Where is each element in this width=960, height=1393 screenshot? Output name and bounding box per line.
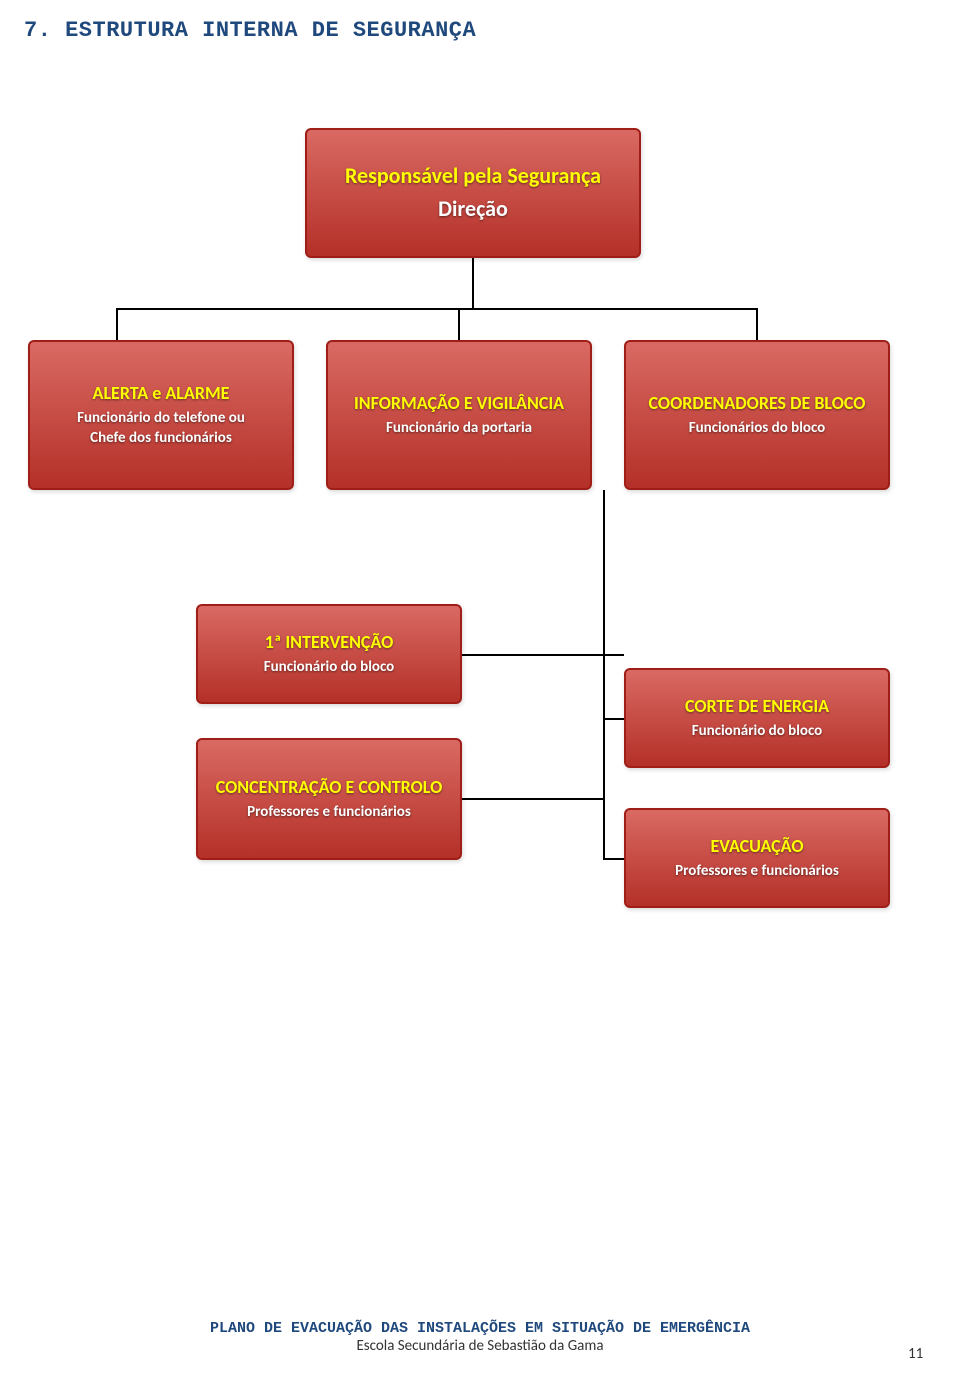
node-title: COORDENADORES DE BLOCO	[649, 392, 866, 415]
org-node-rB: EVACUAÇÃO Professores e funcionários	[624, 808, 890, 908]
page-number: 11	[908, 1345, 923, 1363]
node-subtitle: Funcionário do bloco	[692, 722, 823, 742]
connector-line	[603, 718, 624, 720]
node-subtitle: Direção	[438, 195, 508, 224]
node-inner: Responsável pela Segurança Direção	[307, 130, 639, 256]
node-inner: ALERTA e ALARME Funcionário do telefone o…	[30, 342, 292, 488]
node-inner: 1ª INTERVENÇÃO Funcionário do bloco	[198, 606, 460, 702]
node-subtitle: Professores e funcionários	[247, 803, 411, 823]
connector-line	[462, 654, 603, 656]
node-inner: EVACUAÇÃO Professores e funcionários	[626, 810, 888, 906]
org-node-l1: 1ª INTERVENÇÃO Funcionário do bloco	[196, 604, 462, 704]
node-subtitle: Funcionários do bloco	[689, 419, 826, 439]
footer: PLANO DE EVACUAÇÃO DAS INSTALAÇÕES EM SI…	[0, 1320, 960, 1355]
footer-line2: Escola Secundária de Sebastião da Gama	[0, 1337, 960, 1355]
connector-line	[462, 798, 605, 800]
connector-line	[116, 308, 756, 310]
node-title: ALERTA e ALARME	[93, 382, 230, 405]
node-subtitle: Funcionário do telefone ouChefe dos func…	[77, 409, 245, 448]
connector-line	[458, 308, 460, 340]
node-inner: INFORMAÇÃO E VIGILÂNCIA Funcionário da po…	[328, 342, 590, 488]
node-inner: CONCENTRAÇÃO E CONTROLO Professores e fun…	[198, 740, 460, 858]
node-title: CONCENTRAÇÃO E CONTROLO	[216, 776, 443, 799]
org-node-r1b: INFORMAÇÃO E VIGILÂNCIA Funcionário da po…	[326, 340, 592, 490]
node-inner: COORDENADORES DE BLOCO Funcionários do bl…	[626, 342, 888, 488]
connector-line	[603, 654, 624, 656]
org-node-r1c: COORDENADORES DE BLOCO Funcionários do bl…	[624, 340, 890, 490]
node-subtitle: Funcionário da portaria	[386, 419, 532, 439]
node-subtitle: Professores e funcionários	[675, 862, 839, 882]
connector-line	[116, 308, 118, 340]
node-subtitle: Funcionário do bloco	[264, 658, 395, 678]
node-inner: CORTE DE ENERGIA Funcionário do bloco	[626, 670, 888, 766]
org-node-root: Responsável pela Segurança Direção	[305, 128, 641, 258]
org-node-l2: CONCENTRAÇÃO E CONTROLO Professores e fun…	[196, 738, 462, 860]
node-title: INFORMAÇÃO E VIGILÂNCIA	[354, 392, 564, 415]
node-title: CORTE DE ENERGIA	[685, 695, 829, 718]
connector-line	[603, 858, 624, 860]
connector-line	[472, 258, 474, 308]
org-node-r1a: ALERTA e ALARME Funcionário do telefone o…	[28, 340, 294, 490]
connector-line	[756, 308, 758, 340]
page-title: 7. ESTRUTURA INTERNA DE SEGURANÇA	[24, 18, 476, 43]
footer-line1: PLANO DE EVACUAÇÃO DAS INSTALAÇÕES EM SI…	[0, 1320, 960, 1337]
node-title: EVACUAÇÃO	[710, 835, 803, 858]
org-node-rA: CORTE DE ENERGIA Funcionário do bloco	[624, 668, 890, 768]
connector-line	[603, 490, 605, 858]
node-title: Responsável pela Segurança	[345, 162, 601, 191]
node-title: 1ª INTERVENÇÃO	[265, 631, 394, 654]
